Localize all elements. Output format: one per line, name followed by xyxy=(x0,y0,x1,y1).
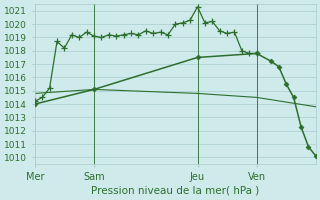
X-axis label: Pression niveau de la mer( hPa ): Pression niveau de la mer( hPa ) xyxy=(91,186,260,196)
